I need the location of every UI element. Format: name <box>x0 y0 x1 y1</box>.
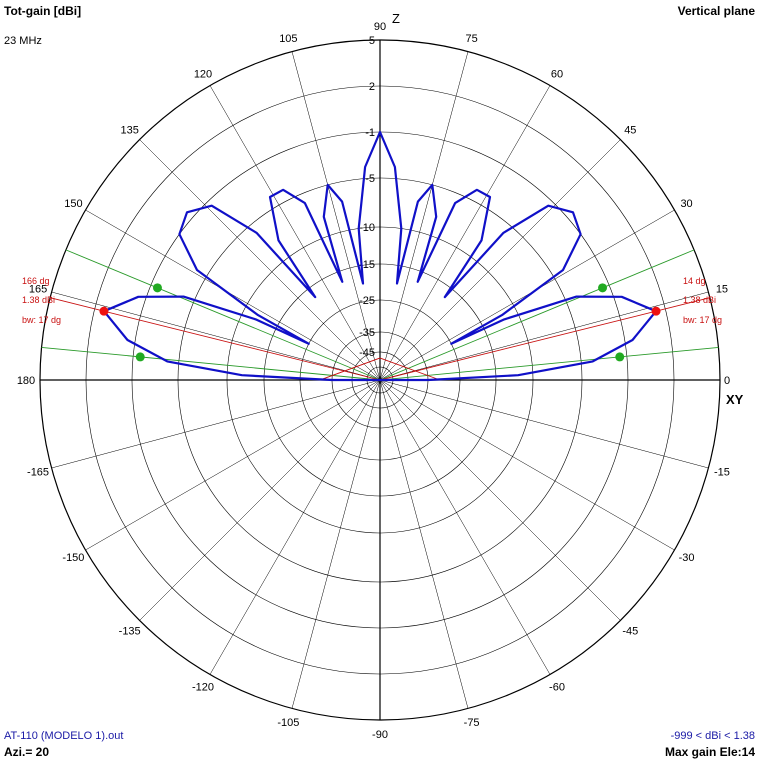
angle-tick-label: 45 <box>624 125 636 137</box>
grid-spoke <box>379 209 675 381</box>
ring-tick-label: -1 <box>365 127 375 139</box>
grid-spoke <box>85 209 381 381</box>
half-power-dot <box>135 352 145 362</box>
angle-tick-label: 150 <box>64 198 82 210</box>
grid-spoke <box>85 379 381 551</box>
angle-tick-label: 135 <box>121 125 139 137</box>
angle-tick-label: 90 <box>374 21 386 33</box>
marker-annotation: 166 dg <box>22 276 50 286</box>
angle-tick-label: 120 <box>194 68 212 80</box>
grid-spoke <box>379 85 551 381</box>
grid-spoke <box>209 85 381 381</box>
angle-tick-label: -105 <box>277 717 299 729</box>
marker-annotation: bw: 17 dg <box>683 315 722 325</box>
angle-tick-label: -45 <box>622 625 638 637</box>
ring-tick-label: -25 <box>359 295 375 307</box>
grid-spoke <box>379 51 469 381</box>
angle-tick-label: 105 <box>279 33 297 45</box>
angle-tick-label: -75 <box>464 717 480 729</box>
grid-spoke <box>51 379 381 469</box>
grid-spoke <box>209 379 381 675</box>
file-name: AT-110 (MODELO 1).out <box>4 730 124 742</box>
grid-spoke <box>379 379 675 551</box>
marker-annotation: bw: 17 dg <box>22 315 61 325</box>
ring-tick-label: -10 <box>359 222 375 234</box>
angle-tick-label: -90 <box>372 729 388 741</box>
ring-tick-label: -35 <box>359 327 375 339</box>
angle-tick-label: 165 <box>29 283 47 295</box>
angle-tick-label: 180 <box>17 375 35 387</box>
plane-label: Vertical plane <box>677 4 755 18</box>
grid-spoke <box>51 291 381 381</box>
angle-tick-label: 15 <box>716 283 728 295</box>
grid-spoke <box>379 379 709 469</box>
marker-annotation: 1.38 dBi <box>22 295 55 305</box>
beamwidth-line <box>65 249 381 381</box>
ring-tick-label: -15 <box>359 259 375 271</box>
grid-spoke <box>379 379 469 709</box>
ring-tick-label: -5 <box>365 173 375 185</box>
lobe-indicator-line <box>379 357 441 381</box>
angle-tick-label: 75 <box>465 33 477 45</box>
angle-tick-label: 30 <box>680 198 692 210</box>
beamwidth-line <box>379 249 695 381</box>
angle-tick-label: 60 <box>551 68 563 80</box>
grid-spoke <box>379 139 621 381</box>
beamwidth-line <box>379 346 719 381</box>
grid-spoke <box>139 379 381 621</box>
chart-title: Tot-gain [dBi] <box>4 4 82 18</box>
radiation-pattern-curve <box>102 130 658 382</box>
grid-spoke <box>291 379 381 709</box>
xy-axis-label: XY <box>726 392 744 407</box>
max-gain-dot <box>651 306 661 316</box>
grid-spoke <box>291 51 381 381</box>
angle-tick-label: -150 <box>62 552 84 564</box>
angle-tick-label: 0 <box>724 375 730 387</box>
half-power-dot <box>615 352 625 362</box>
gain-range: -999 < dBi < 1.38 <box>670 730 755 742</box>
ring-tick-label: 2 <box>369 81 375 93</box>
max-gain-line <box>379 297 711 381</box>
grid-spoke <box>379 379 551 675</box>
ring-tick-label: 5 <box>369 35 375 47</box>
angle-tick-label: -30 <box>679 552 695 564</box>
grid-spoke <box>379 291 709 381</box>
frequency-label: 23 MHz <box>4 35 42 47</box>
grid-spoke <box>139 139 381 381</box>
max-gain-line <box>49 297 381 381</box>
lobe-indicator-line <box>319 357 381 381</box>
half-power-dot <box>152 283 162 293</box>
angle-tick-label: -15 <box>714 467 730 479</box>
pattern-markers <box>99 283 661 362</box>
marker-annotation: 14 dg <box>683 276 706 286</box>
angle-tick-label: -165 <box>27 467 49 479</box>
max-gain-label: Max gain Ele:14 <box>664 745 755 759</box>
angle-tick-label: -60 <box>549 682 565 694</box>
ring-tick-label: -45 <box>359 347 375 359</box>
max-gain-dot <box>99 306 109 316</box>
angle-tick-label: -135 <box>119 625 141 637</box>
angle-tick-label: -120 <box>192 682 214 694</box>
grid-spoke <box>379 379 621 621</box>
azimuth-label: Azi.= 20 <box>4 745 50 759</box>
beamwidth-line <box>41 346 381 381</box>
half-power-dot <box>598 283 608 293</box>
z-axis-label: Z <box>392 11 400 26</box>
